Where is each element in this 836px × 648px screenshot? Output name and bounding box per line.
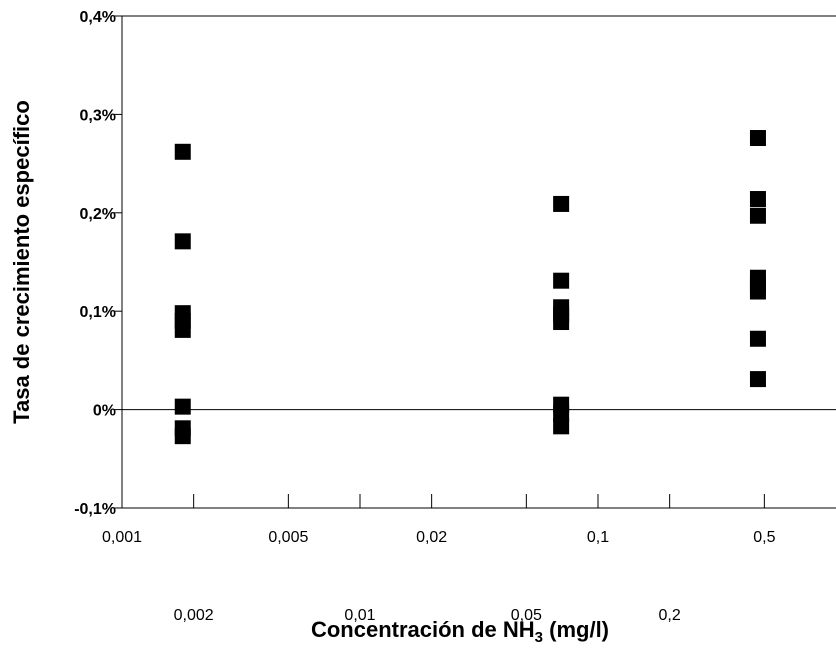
data-point	[749, 371, 766, 388]
data-point	[553, 272, 570, 289]
data-point	[174, 233, 191, 250]
x-tick-label: 0,5	[753, 529, 775, 546]
x-tick-label: 0,002	[174, 607, 214, 624]
x-tick-label: 0,02	[416, 529, 447, 546]
x-tick-label: 0,005	[268, 529, 308, 546]
data-point	[174, 398, 191, 415]
y-tick-label: 0,1%	[80, 304, 116, 321]
y-tick-label: -0,1%	[74, 501, 116, 518]
x-axis-title: Concentración de NH3 (mg/l)	[311, 617, 609, 646]
x-tick-label: 0,001	[102, 529, 142, 546]
data-point	[749, 130, 766, 147]
data-point	[553, 418, 570, 435]
data-point	[174, 143, 191, 160]
x-axis-title-subscript: 3	[535, 629, 543, 646]
y-axis-title: Tasa de crecimiento específico	[9, 100, 34, 424]
data-point	[749, 191, 766, 208]
plot-frame	[121, 15, 836, 509]
x-axis-title-main: Concentración de NH	[311, 617, 535, 642]
x-axis: 0,001 0,005 0,02 0,1 0,5 0,002 0,01 0,05 0,2	[102, 494, 776, 624]
data-point	[174, 321, 191, 338]
x-axis-title-unit: (mg/l)	[543, 617, 609, 642]
data-point	[174, 428, 191, 445]
y-tick-label: 0,4%	[80, 9, 116, 26]
data-point	[749, 283, 766, 300]
x-tick-label: 0,2	[659, 607, 681, 624]
data-point	[749, 330, 766, 347]
y-tick-label: 0,3%	[80, 107, 116, 124]
y-tick-label: 0%	[93, 403, 116, 420]
x-tick-label: 0,01	[344, 607, 375, 624]
data-points	[174, 130, 766, 445]
data-point	[553, 195, 570, 212]
x-tick-label: 0,1	[587, 529, 609, 546]
data-point	[553, 405, 570, 422]
x-tick-label: 0,05	[511, 607, 542, 624]
data-point	[749, 207, 766, 224]
y-tick-label: 0,2%	[80, 206, 116, 223]
data-point	[553, 314, 570, 331]
y-axis: -0,1% 0% 0,1% 0,2% 0,3% 0,4%	[74, 9, 122, 518]
